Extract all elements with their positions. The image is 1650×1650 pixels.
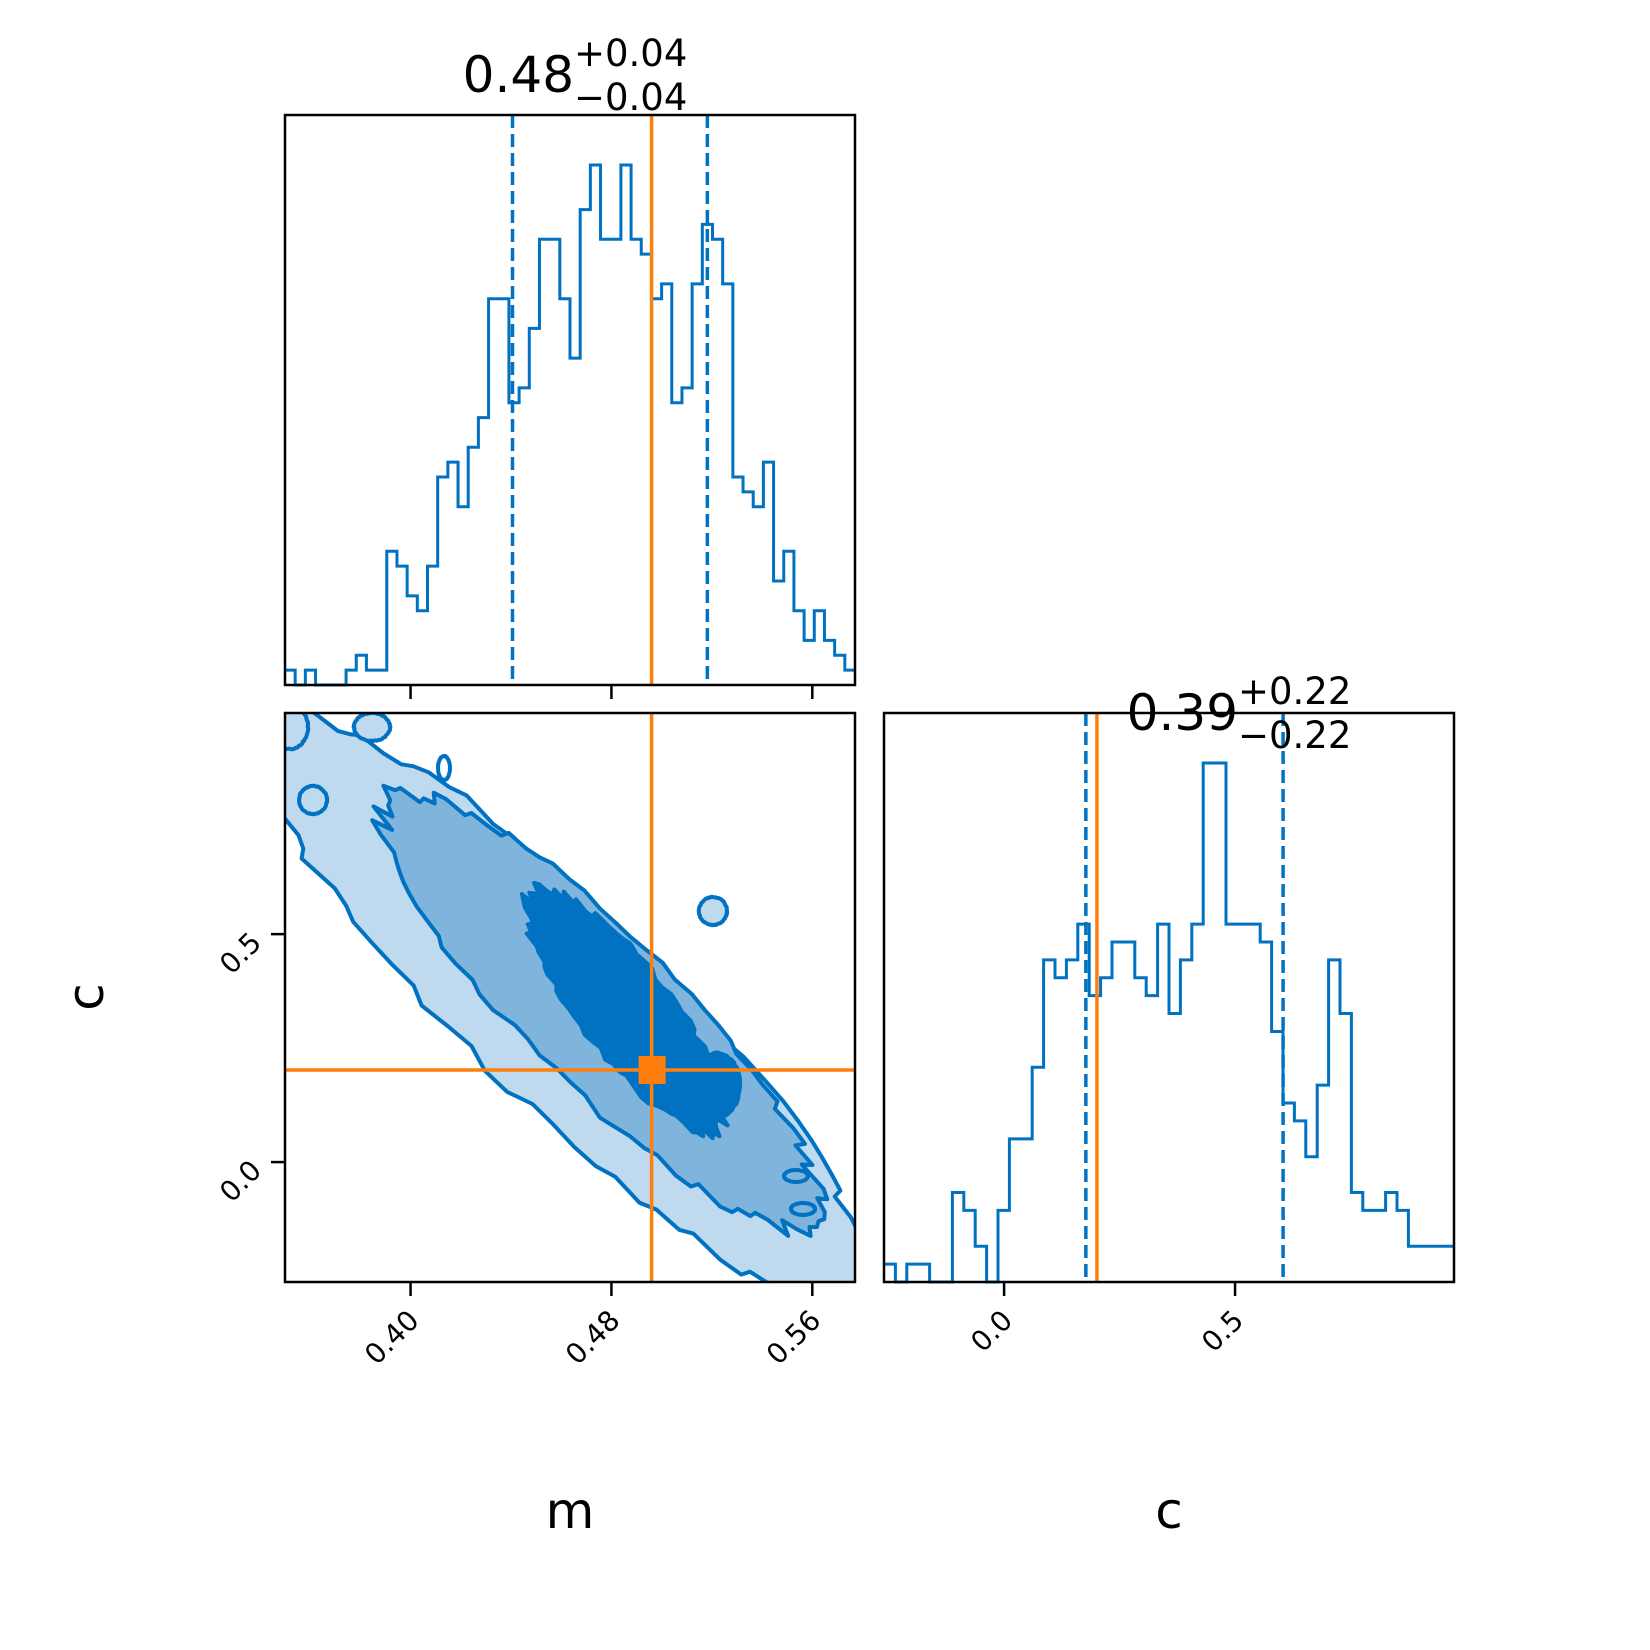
contour-island <box>351 713 393 743</box>
c-tick-label: 0.0 <box>213 1154 268 1209</box>
c-histogram-step <box>884 761 1454 1284</box>
contour-hole <box>436 753 452 783</box>
contour-inner-islet <box>693 1050 743 1119</box>
m-title-minus: −0.04 <box>574 76 687 119</box>
m-tick-label: 0.48 <box>559 1304 626 1371</box>
c-tick-label: 0.5 <box>1195 1304 1250 1359</box>
contour-island <box>696 894 730 928</box>
m-tick-label: 0.40 <box>358 1304 425 1371</box>
joint-frame <box>283 711 857 1284</box>
c-histogram-frame <box>882 711 1456 1284</box>
contour-inner <box>519 880 732 1141</box>
truth-marker-square <box>638 1055 666 1084</box>
x-axis-label-m: m <box>546 1482 595 1540</box>
m-tick-label: 0.56 <box>760 1304 827 1371</box>
c-marginal-panel: 0.39 +0.22 −0.22 <box>1127 670 1352 757</box>
y-axis-label-c: c <box>57 983 115 1011</box>
contour-island <box>285 713 311 752</box>
m-title-plus: +0.04 <box>574 32 687 75</box>
m-histogram-frame <box>283 113 857 687</box>
m-marginal-panel: 0.48 +0.04 −0.04 <box>463 32 688 119</box>
c-title-plus: +0.22 <box>1238 670 1351 713</box>
m-title-median: 0.48 <box>463 46 574 104</box>
c-title-median: 0.39 <box>1127 684 1238 742</box>
m-histogram-step <box>285 163 855 687</box>
contour-island <box>781 1167 811 1185</box>
c-tick-label: 0.5 <box>213 926 268 981</box>
joint-contour-area <box>285 713 855 1282</box>
c-tick-label: 0.0 <box>964 1304 1019 1359</box>
x-axis-label-c: c <box>1155 1482 1183 1540</box>
contour-island <box>297 783 330 817</box>
c-title-minus: −0.22 <box>1238 714 1351 757</box>
contour-island <box>788 1200 818 1218</box>
